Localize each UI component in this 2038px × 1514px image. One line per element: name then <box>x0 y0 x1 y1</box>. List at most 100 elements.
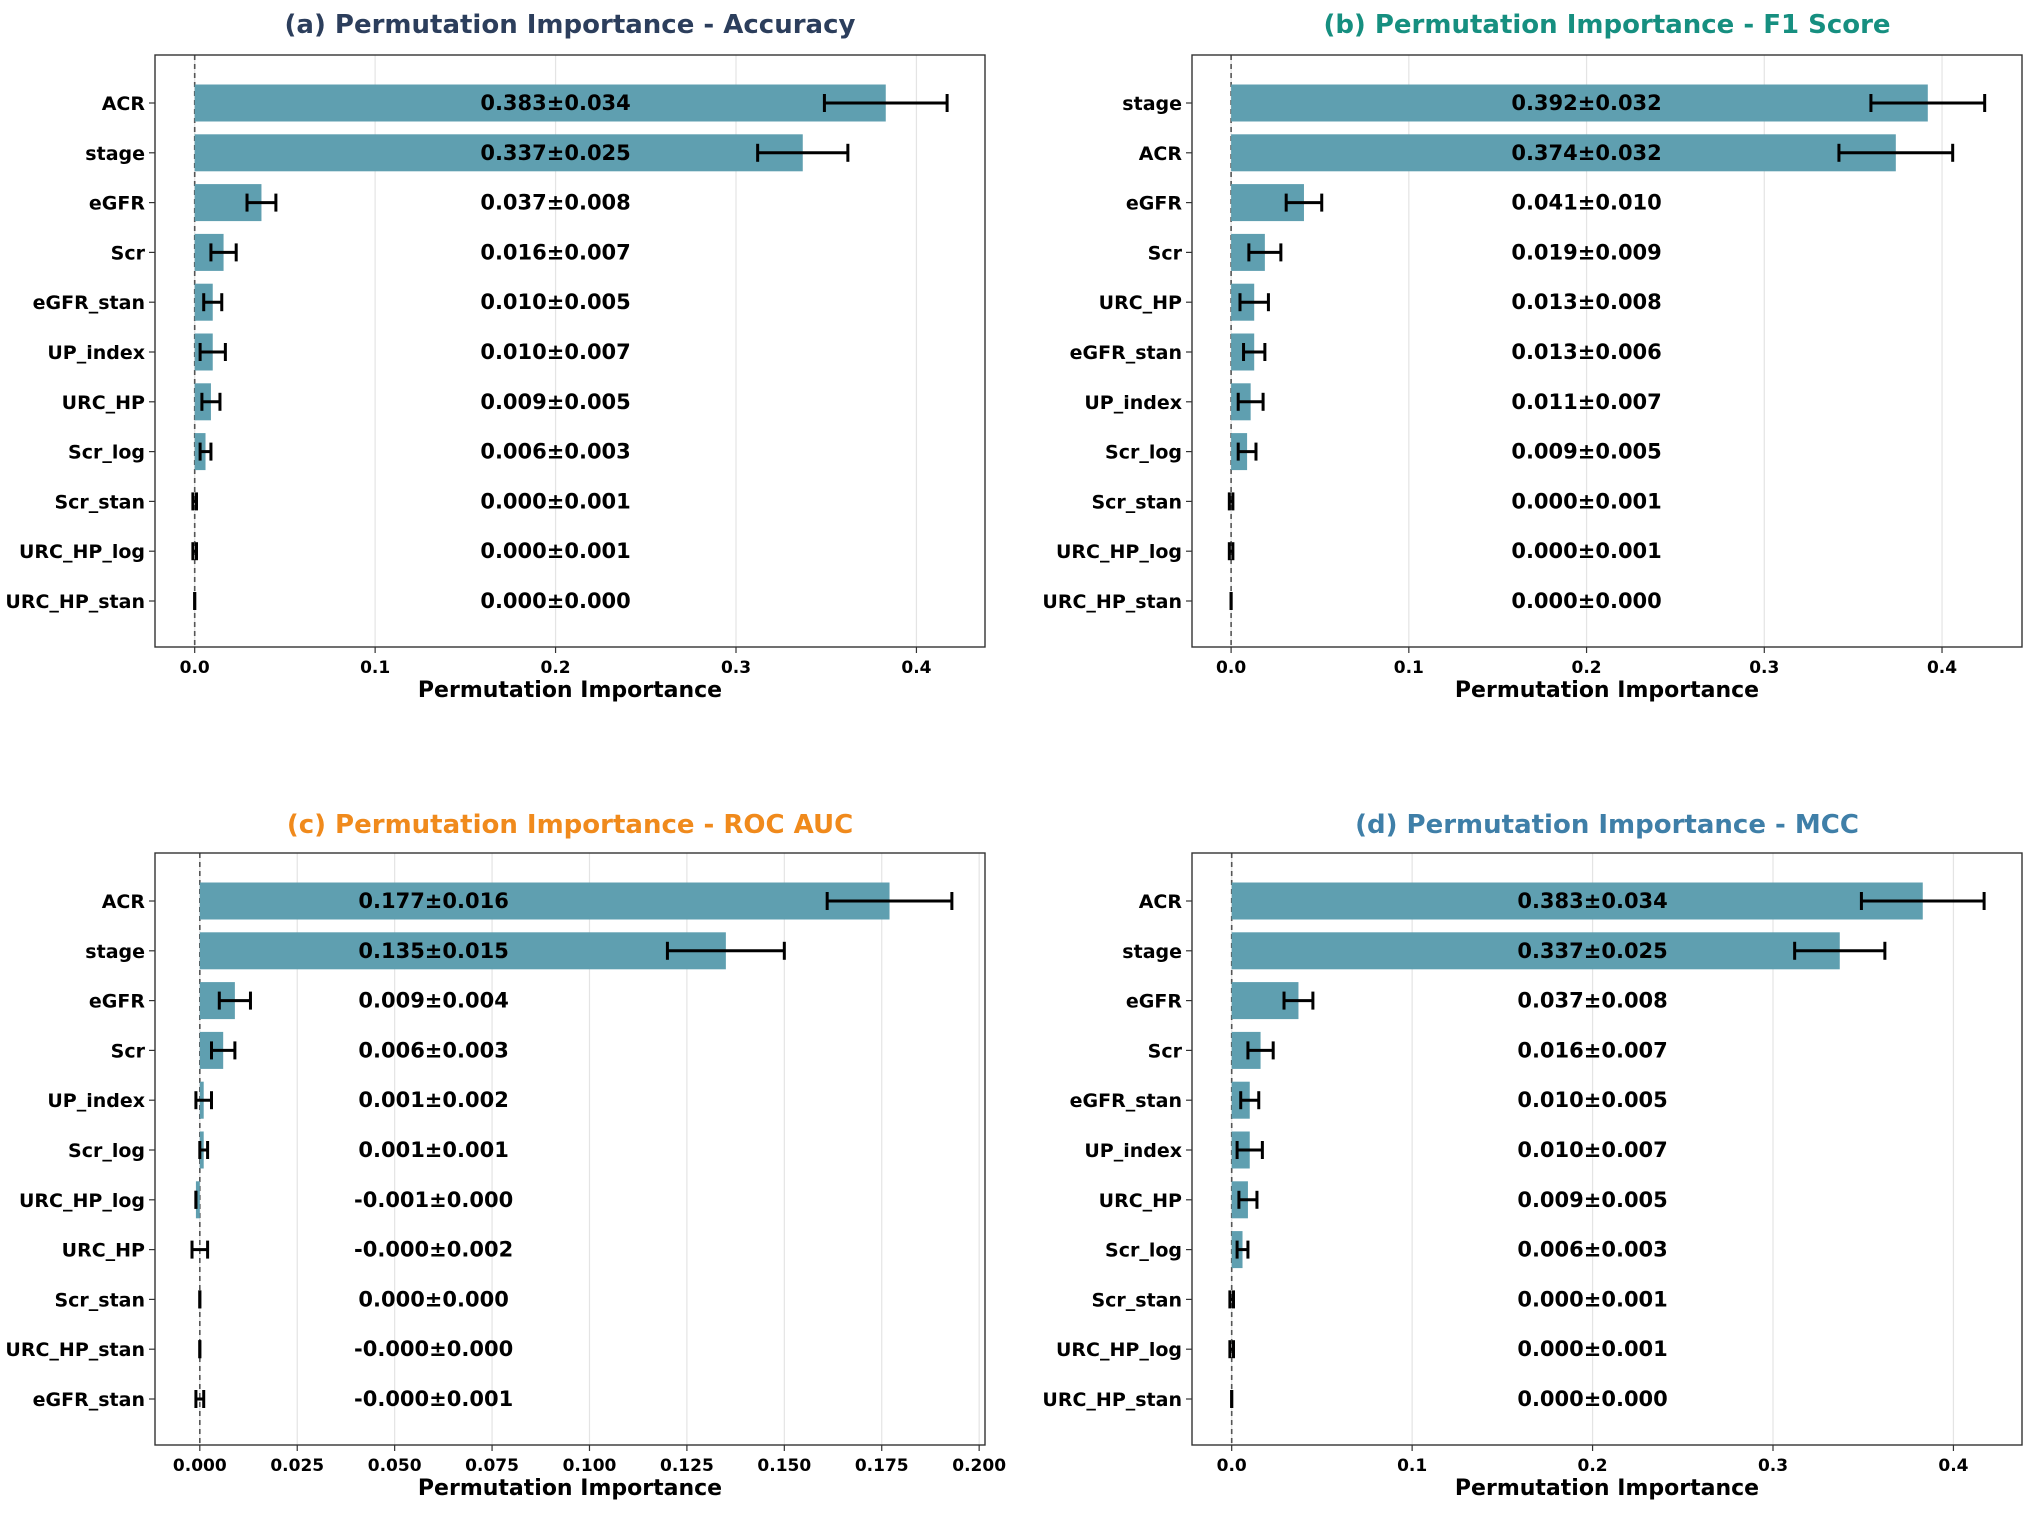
data-label: 0.009±0.005 <box>1511 440 1661 464</box>
y-tick-label: ACR <box>102 891 146 913</box>
x-tick-label: 0.3 <box>721 658 751 678</box>
bar <box>194 134 803 172</box>
data-label: 0.000±0.001 <box>480 489 630 513</box>
y-tick-label: Scr_log <box>68 442 145 464</box>
chart-title: (a) Permutation Importance - Accuracy <box>285 10 856 40</box>
y-tick-label: eGFR <box>1126 193 1182 215</box>
y-tick-label: URC_HP <box>1099 292 1182 314</box>
data-label: -0.000±0.001 <box>354 1387 513 1411</box>
y-tick-label: UP_index <box>1084 392 1182 414</box>
x-tick-label: 0.0 <box>1217 1456 1247 1476</box>
data-label: 0.013±0.008 <box>1511 290 1661 314</box>
data-label: 0.000±0.000 <box>480 589 630 613</box>
x-tick-label: 0.3 <box>1749 658 1779 678</box>
y-tick-label: ACR <box>1139 143 1183 165</box>
y-tick-label: URC_HP <box>1099 1190 1182 1212</box>
y-tick-label: eGFR_stan <box>1070 1090 1182 1112</box>
data-label: 0.337±0.025 <box>480 141 630 165</box>
data-label: 0.000±0.001 <box>1517 1287 1667 1311</box>
data-label: 0.037±0.008 <box>1517 989 1667 1013</box>
data-label: 0.013±0.006 <box>1511 340 1661 364</box>
x-tick-label: 0.025 <box>270 1456 324 1476</box>
y-tick-label: stage <box>1122 941 1182 963</box>
y-tick-label: eGFR <box>89 193 145 215</box>
x-tick-label: 0.0 <box>180 658 210 678</box>
plot-frame <box>1191 54 2023 648</box>
data-label: 0.000±0.001 <box>1511 539 1661 563</box>
data-label: 0.000±0.000 <box>1511 589 1661 613</box>
y-tick-label: URC_HP_log <box>19 1190 145 1212</box>
y-tick-label: ACR <box>1139 891 1183 913</box>
bar <box>1231 84 1928 122</box>
x-tick-label: 0.175 <box>855 1456 909 1476</box>
data-label: 0.006±0.003 <box>480 440 630 464</box>
y-tick-label: eGFR_stan <box>33 292 145 314</box>
x-axis-label: Permutation Importance <box>418 1476 722 1501</box>
data-label: 0.000±0.001 <box>1517 1337 1667 1361</box>
y-tick-label: Scr_stan <box>1091 1289 1182 1311</box>
y-tick-label: URC_HP_stan <box>1042 591 1182 613</box>
data-label: 0.001±0.001 <box>358 1138 508 1162</box>
data-label: 0.383±0.034 <box>1517 889 1667 913</box>
x-tick-label: 0.3 <box>1758 1456 1788 1476</box>
x-tick-label: 0.4 <box>1938 1456 1968 1476</box>
y-tick-label: Scr_stan <box>1091 491 1182 513</box>
plot-frame <box>154 54 986 648</box>
chart-title: (c) Permutation Importance - ROC AUC <box>287 810 853 840</box>
y-tick-label: eGFR <box>89 991 145 1013</box>
plot-frame <box>1191 852 2023 1446</box>
bar <box>194 84 886 122</box>
x-tick-label: 0.0 <box>1216 658 1246 678</box>
y-tick-label: Scr_log <box>68 1140 145 1162</box>
data-label: 0.019±0.009 <box>1511 240 1661 264</box>
x-tick-label: 0.2 <box>1578 1456 1608 1476</box>
data-label: 0.006±0.003 <box>358 1038 508 1062</box>
x-tick-label: 0.125 <box>660 1456 714 1476</box>
chart-title: (b) Permutation Importance - F1 Score <box>1323 10 1890 40</box>
y-tick-label: ACR <box>102 93 146 115</box>
chart-panel-2: (b) Permutation Importance - F1 Score sta… <box>1042 10 2023 703</box>
data-label: -0.000±0.002 <box>354 1238 513 1262</box>
y-tick-label: UP_index <box>47 342 145 364</box>
y-tick-label: eGFR_stan <box>33 1389 145 1411</box>
y-tick-label: eGFR_stan <box>1070 342 1182 364</box>
data-label: 0.135±0.015 <box>358 939 508 963</box>
y-tick-label: Scr_stan <box>54 1289 145 1311</box>
data-label: 0.016±0.007 <box>1517 1038 1667 1062</box>
x-tick-label: 0.100 <box>563 1456 617 1476</box>
chart-title: (d) Permutation Importance - MCC <box>1355 810 1859 840</box>
data-label: 0.011±0.007 <box>1511 390 1661 414</box>
y-tick-label: URC_HP_stan <box>1042 1389 1182 1411</box>
x-tick-label: 0.4 <box>1927 658 1957 678</box>
data-label: 0.001±0.002 <box>358 1088 508 1112</box>
data-label: 0.392±0.032 <box>1511 91 1661 115</box>
data-label: 0.016±0.007 <box>480 240 630 264</box>
chart-panel-3: (c) Permutation Importance - ROC AUC ACR 0… <box>5 810 1006 1501</box>
data-label: 0.006±0.003 <box>1517 1238 1667 1262</box>
data-label: 0.383±0.034 <box>480 91 630 115</box>
bar <box>199 882 890 920</box>
y-tick-label: stage <box>85 941 145 963</box>
data-label: 0.010±0.007 <box>1517 1138 1667 1162</box>
data-label: 0.041±0.010 <box>1511 191 1661 215</box>
x-tick-label: 0.4 <box>901 658 931 678</box>
y-tick-label: URC_HP_log <box>1056 1339 1182 1361</box>
data-label: 0.374±0.032 <box>1511 141 1661 165</box>
y-tick-label: stage <box>85 143 145 165</box>
bar <box>199 932 726 970</box>
data-label: 0.000±0.000 <box>358 1287 508 1311</box>
x-tick-label: 0.000 <box>173 1456 227 1476</box>
data-label: -0.001±0.000 <box>354 1188 513 1212</box>
y-tick-label: URC_HP_log <box>1056 541 1182 563</box>
y-tick-label: Scr_log <box>1105 1240 1182 1262</box>
data-label: 0.009±0.005 <box>1517 1188 1667 1212</box>
y-tick-label: Scr <box>1148 242 1183 264</box>
data-label: 0.010±0.005 <box>480 290 630 314</box>
chart-panel-1: (a) Permutation Importance - Accuracy ACR… <box>5 10 986 703</box>
y-tick-label: Scr_log <box>1105 442 1182 464</box>
x-tick-label: 0.050 <box>368 1456 422 1476</box>
y-tick-label: stage <box>1122 93 1182 115</box>
chart-panel-4: (d) Permutation Importance - MCC ACR 0.383… <box>1042 810 2023 1501</box>
data-label: 0.000±0.001 <box>480 539 630 563</box>
